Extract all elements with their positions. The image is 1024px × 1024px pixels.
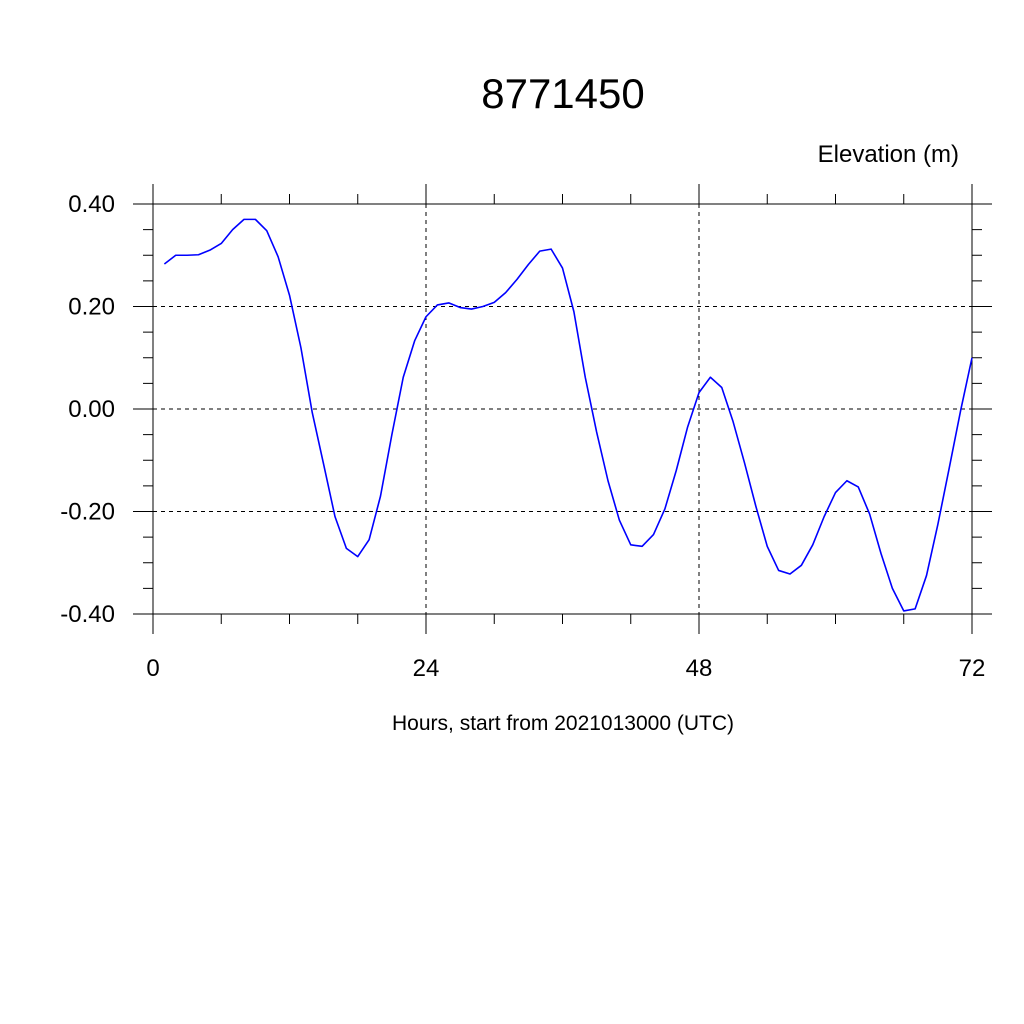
y-tick-label: 0.00 — [68, 396, 115, 423]
x-axis-label: Hours, start from 2021013000 (UTC) — [392, 712, 734, 735]
series-layer — [163, 218, 973, 612]
chart-title: 8771450 — [481, 70, 645, 117]
x-tick-label: 72 — [959, 655, 986, 682]
axis-ticks — [133, 184, 992, 634]
y-tick-label: 0.40 — [68, 191, 115, 218]
y-tick-label: -0.40 — [60, 601, 115, 628]
y-tick-label: 0.20 — [68, 294, 115, 321]
series-line — [163, 218, 973, 612]
gridlines — [152, 203, 973, 615]
y-axis-label: Elevation (m) — [818, 141, 959, 168]
tick-labels: 0.40 0.20 0.00 -0.20 -0.40 0 24 48 72 — [60, 191, 985, 682]
x-tick-label: 0 — [146, 655, 159, 682]
x-tick-label: 24 — [413, 655, 440, 682]
x-tick-label: 48 — [686, 655, 713, 682]
y-tick-label: -0.20 — [60, 499, 115, 526]
